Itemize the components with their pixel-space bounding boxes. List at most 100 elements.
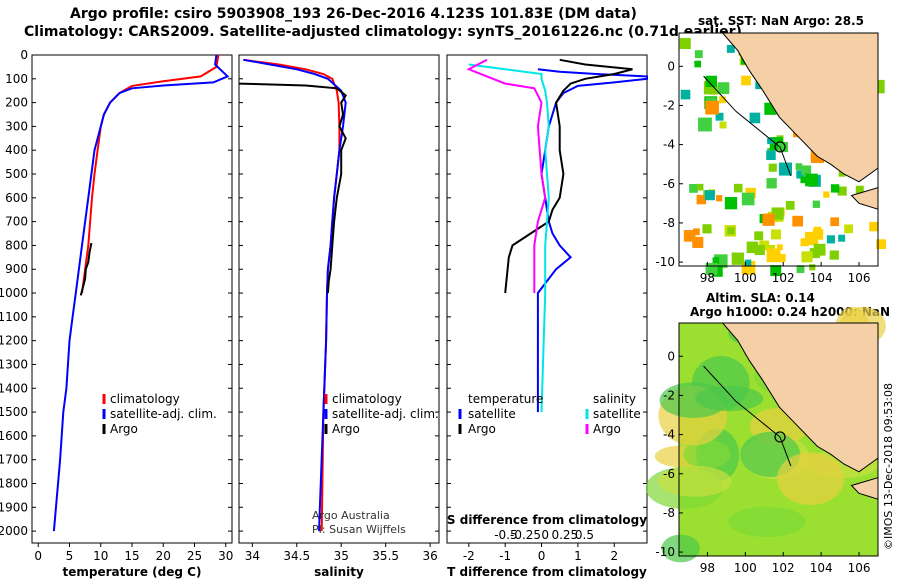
sst-cell	[795, 163, 803, 170]
map-group-sla_map	[645, 306, 886, 563]
panel-annotation: Argo Australia	[312, 509, 390, 522]
map-y-tick-label-sla_map: -8	[663, 506, 675, 520]
sst-cell	[796, 265, 805, 274]
map-x-tick-label-sst_map: 102	[772, 271, 795, 285]
series-line-difference	[468, 63, 550, 413]
argo-position-marker	[774, 141, 786, 153]
copyright-text: ©IMOS 13-Dec-2018 09:53:08	[882, 383, 895, 550]
y-tick-label: 600	[5, 191, 28, 205]
legend-label-salinity: satellite-adj. clim.	[332, 407, 439, 421]
sst-cell	[696, 183, 704, 191]
sst-cell	[744, 259, 752, 267]
map-x-tick-label-sla_map: 106	[848, 561, 871, 575]
legend-label-temperature: climatology	[110, 392, 180, 406]
legend-label-temperature: satellite-adj. clim.	[110, 407, 217, 421]
series-line-temperature	[52, 54, 230, 532]
sst-cell	[838, 169, 846, 177]
x-tick-label-temperature: 5	[66, 549, 74, 563]
sst-cell	[683, 230, 696, 242]
x-tick-label-difference: -2	[463, 549, 475, 563]
sst-cell	[826, 235, 836, 244]
sst-cell	[746, 241, 759, 254]
x-tick-label-difference: -1	[499, 549, 511, 563]
x-tick-label-difference: 1	[574, 549, 582, 563]
y-tick-label: 1400	[0, 381, 28, 395]
y-tick-label: 500	[5, 167, 28, 181]
map-y-tick-label-sla_map: -6	[663, 467, 675, 481]
y-tick-label: 700	[5, 215, 28, 229]
sla-blob	[657, 465, 732, 497]
x-tick-label-salinity: 34.5	[283, 549, 310, 563]
y-tick-label: 400	[5, 143, 28, 157]
plot-frame-difference	[446, 54, 648, 544]
sst-cell	[792, 215, 804, 227]
y-tick-label: 1700	[0, 453, 28, 467]
sst-cell	[844, 224, 853, 234]
map-y-tick-label-sst_map: 0	[667, 59, 675, 73]
sst-cell	[837, 186, 847, 196]
sla-blob	[777, 452, 845, 506]
series-line-difference	[466, 58, 547, 293]
x-tick-label-difference: 2	[610, 549, 618, 563]
map-title-sst: sat. SST: NaN Argo: 28.5	[698, 14, 864, 28]
map-title-sla-line1: Altim. SLA: 0.14	[706, 291, 815, 305]
top-tick-label-difference: 0	[541, 528, 549, 542]
x-tick-label-salinity: 34	[245, 549, 260, 563]
map-frame-sst_map	[678, 32, 879, 267]
map-x-tick-label-sst_map: 98	[700, 271, 715, 285]
x-axis-label-difference: T difference from climatology	[447, 565, 647, 579]
sla-blob	[695, 385, 764, 412]
sst-cell	[749, 112, 761, 124]
legend-label-difference: satellite	[468, 407, 516, 421]
map-y-tick-label-sla_map: -10	[655, 545, 675, 559]
top-tick-label-difference: -0.25	[510, 528, 541, 542]
sst-cell	[692, 236, 704, 248]
map-x-tick-label-sst_map: 104	[810, 271, 833, 285]
sst-cell	[801, 165, 812, 176]
sst-cell	[812, 200, 821, 208]
y-tick-label: 900	[5, 262, 28, 276]
sst-cell	[838, 234, 846, 242]
sst-cell	[762, 213, 775, 226]
sst-cell	[694, 60, 702, 68]
x-tick-label-temperature: 15	[124, 549, 139, 563]
series-line-salinity	[238, 82, 348, 294]
map-y-tick-label-sla_map: -4	[663, 428, 675, 442]
y-tick-label: 2000	[0, 524, 28, 538]
x-tick-label-temperature: 0	[34, 549, 42, 563]
legend-label-difference: Argo	[468, 422, 496, 436]
x-tick-label-temperature: 10	[93, 549, 108, 563]
sst-cell	[766, 248, 781, 263]
sst-cell	[805, 173, 818, 187]
plot-frame-temperature	[31, 54, 233, 544]
y-tick-label: 1800	[0, 476, 28, 490]
argo-position-marker	[774, 431, 786, 443]
sla-blob	[683, 439, 731, 469]
sst-cell	[823, 191, 830, 198]
sst-cell	[876, 239, 887, 250]
sla-blob	[728, 506, 806, 538]
sst-cell	[741, 192, 755, 206]
sst-cell	[830, 184, 840, 193]
map-x-tick-label-sla_map: 102	[772, 561, 795, 575]
map-x-tick-label-sla_map: 100	[734, 561, 757, 575]
sst-cell	[705, 75, 717, 88]
sst-cell	[724, 197, 738, 210]
y-tick-label: 1000	[0, 286, 28, 300]
top-axis-label-difference: S difference from climatology	[447, 513, 647, 527]
sst-cell	[776, 244, 783, 251]
map-y-tick-label-sst_map: -4	[663, 138, 675, 152]
legend-label-difference: Argo	[593, 422, 621, 436]
land-sumatra	[721, 32, 879, 183]
figure-title-line2: Climatology: CARS2009. Satellite-adjuste…	[24, 24, 742, 40]
sst-cell	[869, 221, 879, 232]
y-tick-label: 200	[5, 96, 28, 110]
land-sumatra	[721, 322, 879, 473]
sst-cell	[696, 194, 707, 205]
sst-cell	[704, 190, 715, 201]
x-axis-label-salinity: salinity	[314, 565, 364, 579]
y-tick-label: 800	[5, 238, 28, 252]
y-tick-label: 1200	[0, 334, 28, 348]
legend-label-temperature: Argo	[110, 422, 138, 436]
